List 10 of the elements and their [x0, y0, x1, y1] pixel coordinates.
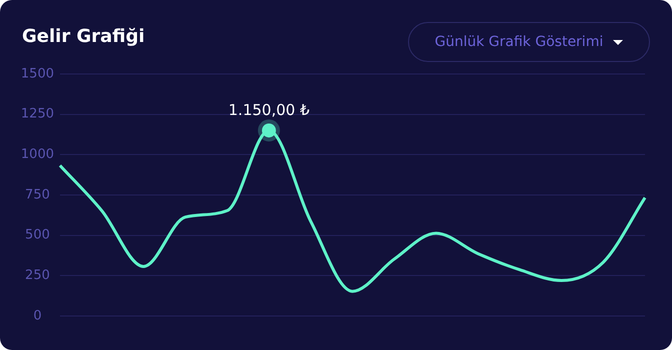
- text: Günlük Grafik Gösterimi: [434, 34, 604, 50]
- y-tick-label: 1500: [20, 66, 54, 82]
- y-tick-label: 1250: [20, 106, 54, 122]
- y-tick-label: 250: [25, 268, 50, 284]
- chart-title: Gelir Grafiği: [22, 26, 145, 47]
- annotation: 1.150,00 ₺: [228, 100, 310, 119]
- y-tick-label: 0: [33, 308, 42, 324]
- y-tick-label: 750: [25, 187, 50, 202]
- y-tick-label: 1000: [20, 147, 54, 162]
- y-tick-label: 500: [25, 228, 50, 243]
